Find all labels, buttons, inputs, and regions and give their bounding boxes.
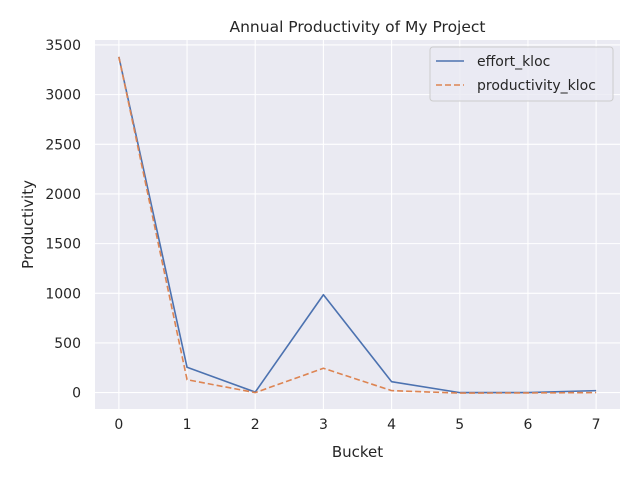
- y-axis-label: Productivity: [19, 180, 37, 269]
- y-tick-label: 3000: [45, 88, 81, 104]
- y-tick-label: 2500: [45, 137, 81, 153]
- y-tick-labels: 0 500 1000 1500 2000 2500 3000 3500: [45, 38, 81, 402]
- legend-label-effort-kloc: effort_kloc: [477, 54, 550, 70]
- y-tick-label: 2000: [45, 187, 81, 203]
- x-tick-label: 6: [523, 417, 532, 433]
- y-tick-label: 0: [72, 386, 81, 402]
- series-line-productivity-kloc: [118, 56, 597, 394]
- x-tick-label: 4: [387, 417, 396, 433]
- x-tick-label: 2: [251, 417, 260, 433]
- y-tick-label: 3500: [45, 38, 81, 54]
- x-tick-label: 7: [592, 417, 601, 433]
- chart-title: Annual Productivity of My Project: [230, 18, 486, 36]
- x-tick-label: 1: [183, 417, 192, 433]
- x-tick-label: 0: [114, 417, 123, 433]
- x-tick-label: 5: [455, 417, 464, 433]
- y-tick-label: 1500: [45, 237, 81, 253]
- legend-box: [429, 46, 614, 102]
- x-tick-label: 3: [319, 417, 328, 433]
- y-tick-label: 500: [54, 336, 81, 352]
- x-axis-label: Bucket: [332, 443, 383, 461]
- y-tick-label: 1000: [45, 286, 81, 302]
- legend: effort_kloc productivity_kloc: [429, 46, 614, 102]
- legend-label-productivity-kloc: productivity_kloc: [477, 78, 596, 94]
- x-tick-labels: 0 1 2 3 4 5 6 7: [114, 417, 600, 433]
- series-layer: [118, 56, 597, 394]
